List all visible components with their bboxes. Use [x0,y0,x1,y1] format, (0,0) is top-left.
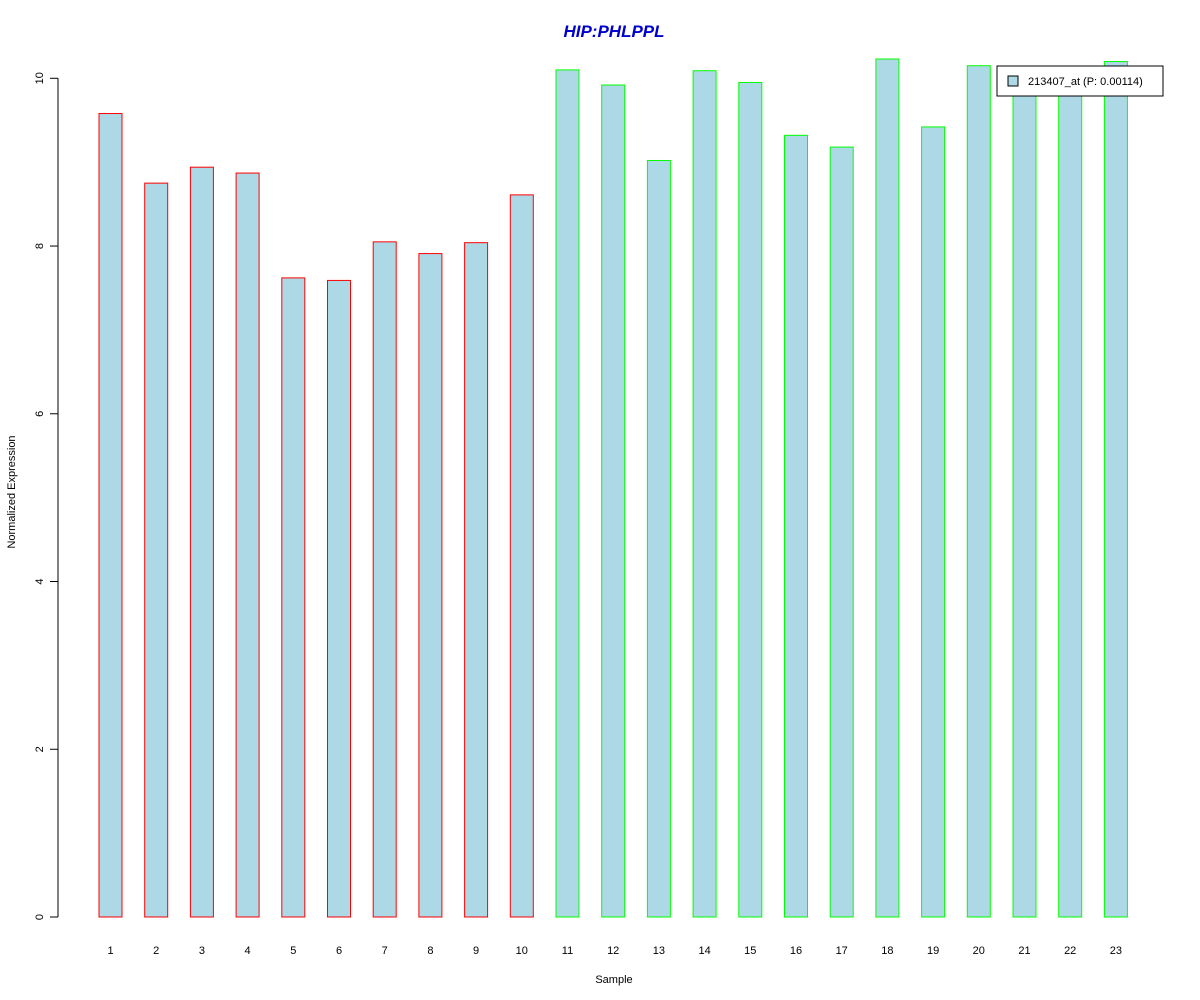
x-tick-label: 21 [1018,945,1030,957]
bar-sample-16 [784,134,808,918]
x-tick-label: 7 [382,945,388,957]
bar-sample-23 [1103,61,1128,918]
x-tick-label: 12 [607,945,619,957]
x-tick-label: 20 [973,945,985,957]
x-tick-label: 8 [427,945,433,957]
x-tick-label: 22 [1064,945,1076,957]
x-tick-label: 4 [245,945,251,957]
bar-sample-8 [418,253,443,918]
x-tick-label: 9 [473,945,479,957]
bar-sample-2 [144,182,169,918]
bar-sample-7 [372,241,397,918]
x-tick-label: 2 [153,945,159,957]
y-axis-label: Normalized Expression [6,435,18,548]
x-tick-label: 18 [881,945,893,957]
bars-group [98,58,1128,918]
legend-box [996,65,1164,97]
bar-sample-5 [281,277,306,918]
bar-sample-6 [327,279,351,918]
x-tick-label: 14 [698,945,710,957]
x-tick-label: 10 [516,945,528,957]
bar-sample-3 [189,166,214,918]
bar-sample-12 [601,84,626,918]
bar-sample-11 [555,69,580,918]
x-tick-label: 1 [107,945,113,957]
x-tick-label: 5 [290,945,296,957]
x-tick-label: 15 [744,945,756,957]
y-axis-ticks: 0 2 4 6 8 10 [34,72,58,920]
y-tick-label: 0 [34,914,46,920]
x-tick-label: 13 [653,945,665,957]
legend-swatch [1007,75,1019,87]
y-tick-label: 8 [34,243,46,249]
bar-sample-22 [1058,73,1083,918]
y-tick-label: 10 [34,72,46,84]
bar-sample-13 [646,159,671,918]
x-tick-label: 17 [836,945,848,957]
x-tick-label: 16 [790,945,802,957]
x-tick-label: 11 [562,945,573,957]
bar-sample-20 [966,65,991,918]
x-tick-label: 23 [1110,945,1122,957]
bar-sample-9 [464,242,489,918]
x-tick-label: 6 [336,945,342,957]
legend: 213407_at (P: 0.00114) [996,65,1164,97]
bar-sample-17 [829,146,854,918]
bar-sample-18 [875,58,900,918]
x-tick-label: 3 [199,945,205,957]
bar-sample-21 [1012,81,1037,918]
x-axis-labels: 1 2 3 4 5 6 7 8 9 10 11 12 13 14 15 16 17 18 19 20 21 22 23 [107,945,1122,957]
bar-sample-19 [921,126,946,918]
x-axis-label: Sample [595,974,632,986]
chart-title: HIP:PHLPPL [563,22,664,41]
legend-label: 213407_at (P: 0.00114) [1028,76,1143,88]
bar-sample-1 [98,113,123,918]
y-tick-label: 4 [34,578,46,584]
y-tick-label: 6 [34,411,46,417]
bar-sample-4 [235,172,260,918]
x-tick-label: 19 [927,945,939,957]
y-tick-label: 2 [34,746,46,752]
bar-sample-15 [738,81,763,918]
bar-sample-14 [692,70,717,918]
bar-sample-10 [509,194,534,918]
